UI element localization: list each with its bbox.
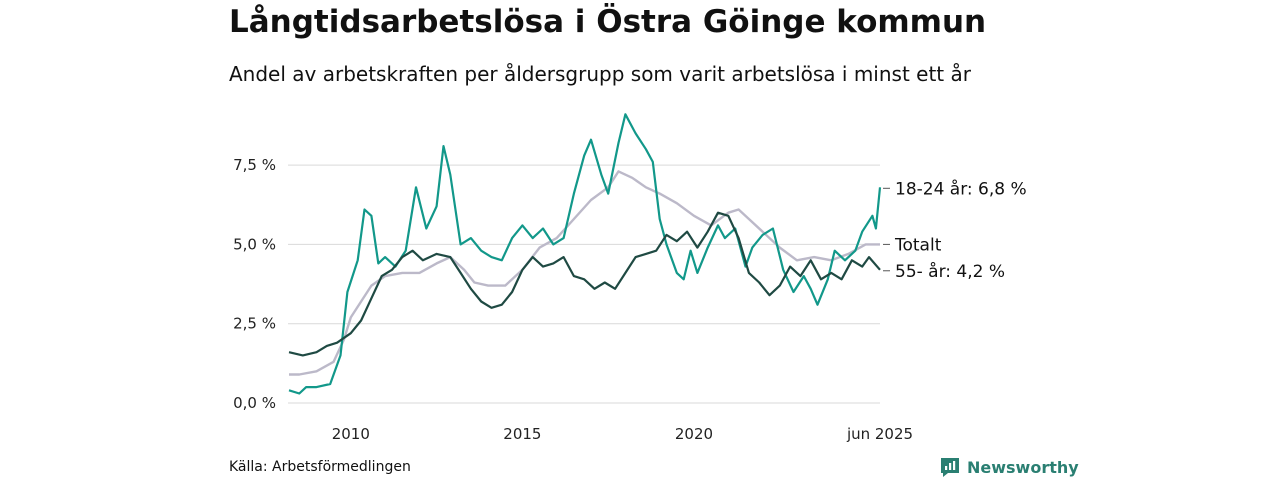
series-label-older: 55- år: 4,2 % [895,261,1005,282]
series-lines [288,113,882,395]
chart-subtitle: Andel av arbetskraften per åldersgrupp s… [229,62,971,86]
series-label-youth: 18-24 år: 6,8 % [895,178,1027,199]
y-tick-label-1: 2,5 % [233,315,276,333]
y-tick-label-0: 0,0 % [233,394,276,412]
brand-name: Newsworthy [967,457,1079,477]
brand-logo: Newsworthy [939,456,1079,478]
series-label-total: Totalt [894,235,942,255]
newsworthy-logo-icon [941,458,959,477]
y-tick-label-2: 5,0 % [233,235,276,253]
series-line-youth [288,113,882,395]
grid-lines [288,164,880,404]
y-axis: 0,0 % 2,5 % 5,0 % 7,5 % [233,156,276,412]
source-note: Källa: Arbetsförmedlingen [229,459,411,475]
x-tick-label-2: 2020 [675,425,713,443]
x-axis: 2010 2015 2020 jun 2025 [332,425,913,443]
x-tick-label-0: 2010 [332,425,370,443]
y-tick-label-3: 7,5 % [233,156,276,174]
x-tick-label-3: jun 2025 [846,425,913,443]
x-tick-label-1: 2015 [503,425,541,443]
series-line-older [288,211,881,357]
series-line-total [289,170,880,376]
series-end-labels: Totalt 18-24 år: 6,8 % 55- år: 4,2 % [883,178,1027,282]
chart-title: Långtidsarbetslösa i Östra Göinge kommun [229,4,987,40]
